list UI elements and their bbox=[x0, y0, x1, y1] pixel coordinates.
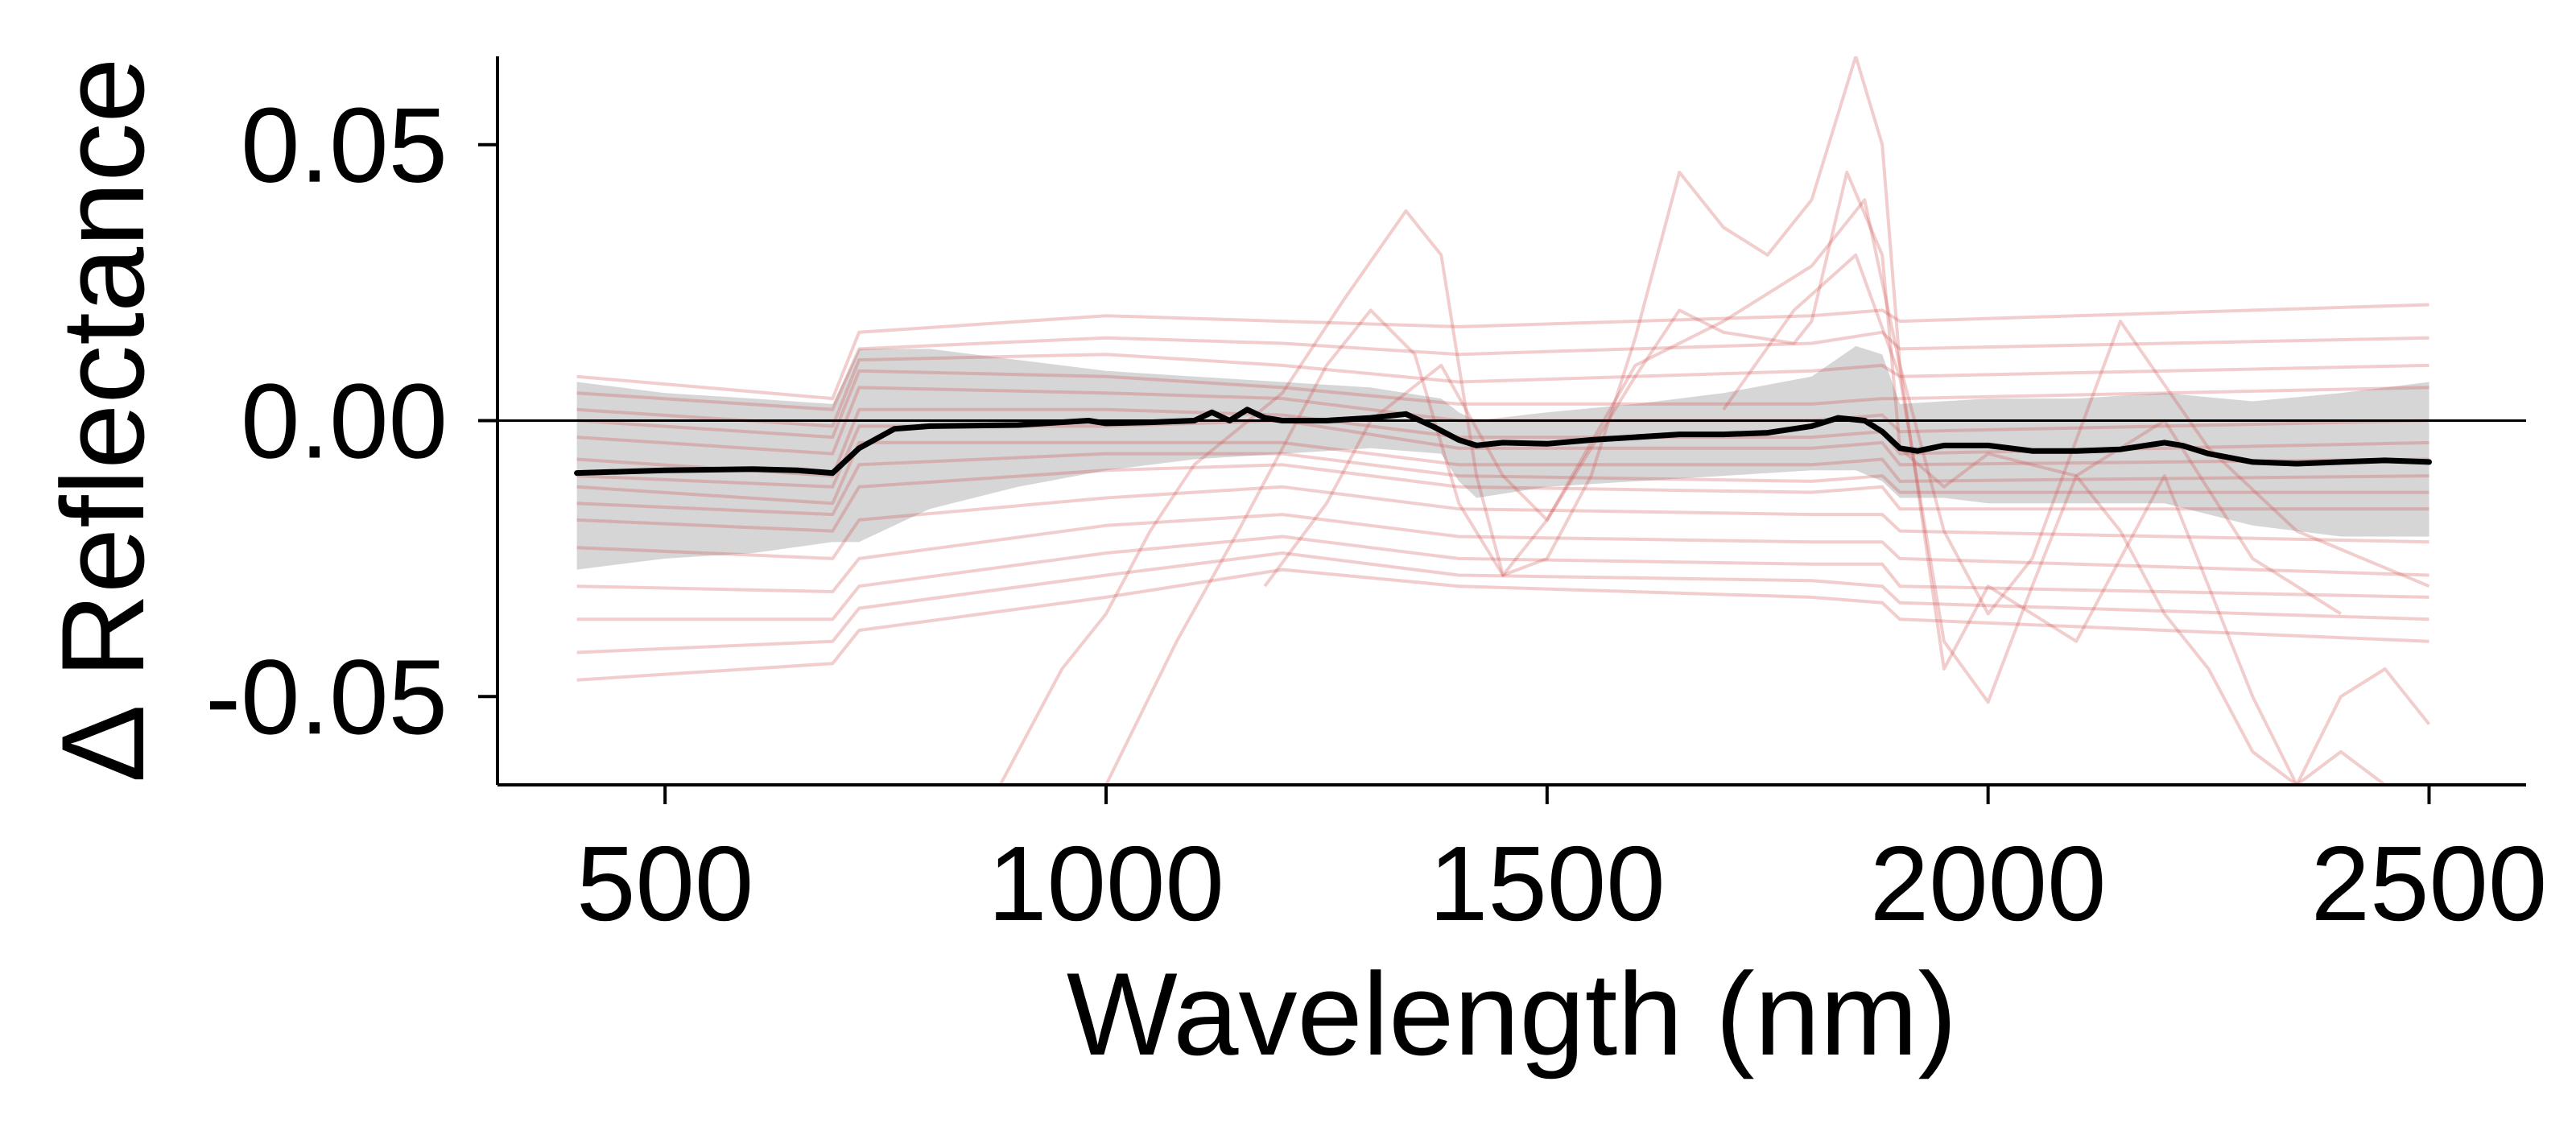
y-ticks: 0.05 0.00 -0.05 bbox=[205, 86, 497, 756]
individual-line-8 bbox=[576, 485, 2429, 560]
x-tick-label-500: 500 bbox=[576, 824, 753, 943]
mean-line-layer bbox=[574, 407, 2432, 477]
individual-line-12 bbox=[576, 568, 2429, 682]
individual-line-18 bbox=[1263, 198, 2430, 616]
individual-lines-layer bbox=[576, 56, 2431, 785]
individual-line-19 bbox=[1722, 253, 2431, 785]
y-axis-title: Δ Reflectance bbox=[37, 57, 168, 782]
x-tick-label-2000: 2000 bbox=[1870, 824, 2107, 943]
x-axis-title: Wavelength (nm) bbox=[1067, 948, 1957, 1080]
individual-line-9 bbox=[576, 513, 2429, 593]
x-tick-label-1500: 1500 bbox=[1429, 824, 1666, 943]
individual-line-2 bbox=[576, 330, 2429, 411]
individual-line-3 bbox=[576, 303, 2429, 401]
individual-line-14 bbox=[576, 419, 2429, 489]
plot-area bbox=[497, 56, 2526, 785]
individual-line-16 bbox=[998, 171, 2342, 785]
individual-line-7 bbox=[576, 463, 2429, 533]
y-tick-label-0.00: 0.00 bbox=[241, 362, 448, 481]
x-tick-label-2500: 2500 bbox=[2311, 824, 2548, 943]
mean-line bbox=[574, 407, 2432, 477]
individual-line-6 bbox=[576, 440, 2429, 506]
individual-line-17 bbox=[1104, 56, 2386, 785]
x-ticks: 500 1000 1500 2000 2500 bbox=[576, 785, 2547, 943]
variability-band bbox=[576, 345, 2429, 570]
band-layer bbox=[576, 345, 2429, 570]
individual-line-15 bbox=[576, 452, 2429, 517]
y-tick-label--0.05: -0.05 bbox=[205, 638, 448, 756]
x-tick-label-1000: 1000 bbox=[988, 824, 1224, 943]
individual-line-13 bbox=[576, 353, 2429, 428]
individual-line-1 bbox=[576, 369, 2429, 440]
individual-line-11 bbox=[576, 551, 2429, 654]
individual-line-10 bbox=[576, 535, 2429, 621]
y-tick-label-0.05: 0.05 bbox=[241, 86, 448, 204]
